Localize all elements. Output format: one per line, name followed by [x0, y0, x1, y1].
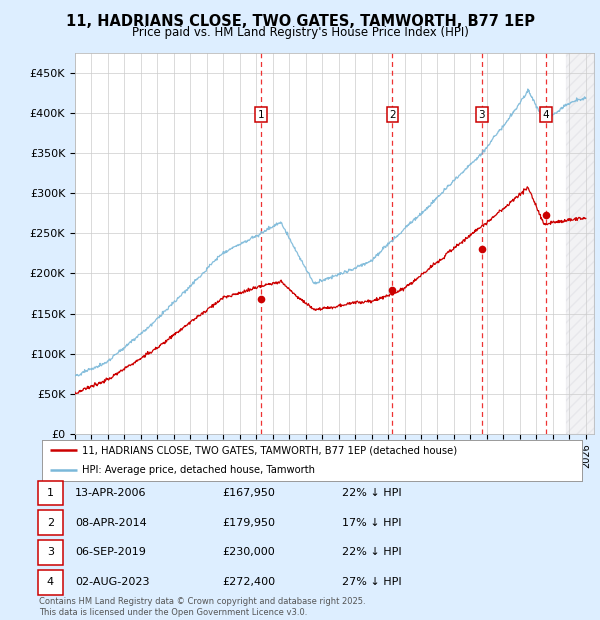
Text: 1: 1 — [257, 110, 264, 120]
Text: 11, HADRIANS CLOSE, TWO GATES, TAMWORTH, B77 1EP: 11, HADRIANS CLOSE, TWO GATES, TAMWORTH,… — [65, 14, 535, 29]
Bar — [566, 53, 594, 434]
Text: 3: 3 — [47, 547, 54, 557]
Text: 17% ↓ HPI: 17% ↓ HPI — [342, 518, 401, 528]
Text: £272,400: £272,400 — [222, 577, 275, 587]
Text: Contains HM Land Registry data © Crown copyright and database right 2025.
This d: Contains HM Land Registry data © Crown c… — [39, 598, 365, 617]
Text: 4: 4 — [542, 110, 549, 120]
Text: 06-SEP-2019: 06-SEP-2019 — [75, 547, 146, 557]
Text: HPI: Average price, detached house, Tamworth: HPI: Average price, detached house, Tamw… — [83, 466, 316, 476]
Text: 22% ↓ HPI: 22% ↓ HPI — [342, 547, 401, 557]
Text: 4: 4 — [47, 577, 54, 587]
Text: 11, HADRIANS CLOSE, TWO GATES, TAMWORTH, B77 1EP (detached house): 11, HADRIANS CLOSE, TWO GATES, TAMWORTH,… — [83, 445, 458, 455]
Text: 13-APR-2006: 13-APR-2006 — [75, 488, 146, 498]
Text: 02-AUG-2023: 02-AUG-2023 — [75, 577, 149, 587]
Text: 27% ↓ HPI: 27% ↓ HPI — [342, 577, 401, 587]
Text: 22% ↓ HPI: 22% ↓ HPI — [342, 488, 401, 498]
Text: Price paid vs. HM Land Registry's House Price Index (HPI): Price paid vs. HM Land Registry's House … — [131, 26, 469, 39]
Text: 3: 3 — [478, 110, 485, 120]
Text: 2: 2 — [47, 518, 54, 528]
Text: £179,950: £179,950 — [222, 518, 275, 528]
Text: 1: 1 — [47, 488, 54, 498]
Text: 08-APR-2014: 08-APR-2014 — [75, 518, 147, 528]
Text: 2: 2 — [389, 110, 396, 120]
Text: £167,950: £167,950 — [222, 488, 275, 498]
Text: £230,000: £230,000 — [222, 547, 275, 557]
